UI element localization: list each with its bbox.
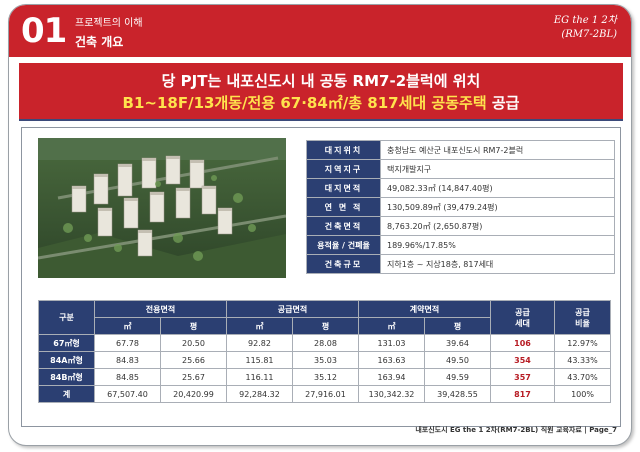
cell-supply-pyeong: 28.08 <box>292 334 359 352</box>
cell-exclusive-m2: 84.85 <box>94 368 161 386</box>
slide-header: 01 프로젝트의 이해 건축 개요 EG the 1 2차 (RM7-2BL) <box>9 5 631 57</box>
cell-supply-pyeong: 27,916.01 <box>292 385 359 403</box>
cell-supply-units: 817 <box>490 385 555 403</box>
table-row: 84A㎡형 84.83 25.66 115.81 35.03 163.63 49… <box>38 351 611 369</box>
banner-highlight: B1~18F/13개동/전용 67·84㎡/총 817세대 공동주택 <box>122 94 487 112</box>
page-footer: 내포신도시 EG the 1 2차(RM7-2BL) 직원 교육자료 | Pag… <box>415 426 617 434</box>
cell-exclusive-pyeong: 25.66 <box>160 351 227 369</box>
site-info-value: 지하1층 ~ 지상18층, 817세대 <box>380 254 615 274</box>
cell-contract-m2: 163.63 <box>358 351 425 369</box>
col-header-unit-m2: ㎡ <box>358 317 425 335</box>
col-group-contract-area: 계약면적 <box>358 300 491 318</box>
cell-contract-m2: 131.03 <box>358 334 425 352</box>
col-header-unit-m2: ㎡ <box>94 317 161 335</box>
slide-frame: 01 프로젝트의 이해 건축 개요 EG the 1 2차 (RM7-2BL) … <box>8 4 632 446</box>
col-header-supply-units: 공급 세대 <box>490 300 555 335</box>
site-info-label: 연 면 적 <box>306 197 381 217</box>
cell-supply-ratio: 12.97% <box>554 334 611 352</box>
site-info-label: 건축규모 <box>306 254 381 274</box>
cell-contract-m2: 163.94 <box>358 368 425 386</box>
site-info-row: 용적율 / 건폐율 189.96%/17.85% <box>306 235 615 255</box>
section-title: 건축 개요 <box>75 35 124 49</box>
section-subtitle: 프로젝트의 이해 <box>75 18 143 29</box>
cell-supply-ratio: 100% <box>554 385 611 403</box>
col-header-supply-ratio: 공급 비율 <box>554 300 611 335</box>
site-info-value: 130,509.89㎡ (39,479.24평) <box>380 197 615 217</box>
site-info-label: 대지면적 <box>306 178 381 198</box>
cell-supply-m2: 116.11 <box>226 368 293 386</box>
banner-line-2: B1~18F/13개동/전용 67·84㎡/총 817세대 공동주택 공급 <box>19 94 623 112</box>
cell-supply-m2: 92,284.32 <box>226 385 293 403</box>
col-group-supply-area: 공급면적 <box>226 300 359 318</box>
site-info-row: 대지면적 49,082.33㎡ (14,847.40평) <box>306 178 615 198</box>
cell-exclusive-pyeong: 20,420.99 <box>160 385 227 403</box>
cell-contract-pyeong: 39.64 <box>424 334 491 352</box>
row-type-label: 84A㎡형 <box>38 351 95 369</box>
col-header-unit-pyeong: 평 <box>160 317 227 335</box>
rendering-illustration <box>38 138 286 278</box>
cell-supply-units: 106 <box>490 334 555 352</box>
cell-supply-units: 357 <box>490 368 555 386</box>
cell-contract-m2: 130,342.32 <box>358 385 425 403</box>
cell-supply-m2: 92.82 <box>226 334 293 352</box>
site-info-table: 대지위치 충청남도 예산군 내포신도시 RM7-2블럭 지역지구 택지개발지구 대지… <box>306 140 615 274</box>
site-info-value: 택지개발지구 <box>380 159 615 179</box>
cell-contract-pyeong: 49.50 <box>424 351 491 369</box>
brand-name: EG the 1 2차 <box>553 15 617 26</box>
col-header-unit-pyeong: 평 <box>424 317 491 335</box>
site-info-row: 대지위치 충청남도 예산군 내포신도시 RM7-2블럭 <box>306 140 615 160</box>
cell-supply-units: 354 <box>490 351 555 369</box>
brand-block: (RM7-2BL) <box>561 29 617 40</box>
cell-contract-pyeong: 49.59 <box>424 368 491 386</box>
cell-supply-ratio: 43.33% <box>554 351 611 369</box>
cell-supply-pyeong: 35.03 <box>292 351 359 369</box>
site-info-row: 연 면 적 130,509.89㎡ (39,479.24평) <box>306 197 615 217</box>
row-type-label: 계 <box>38 385 95 403</box>
site-info-row: 지역지구 택지개발지구 <box>306 159 615 179</box>
cell-exclusive-m2: 67.78 <box>94 334 161 352</box>
unit-area-table: 구분 전용면적 공급면적 계약면적 공급 세대 공급 비율 ㎡ 평 ㎡ 평 ㎡ … <box>38 300 611 403</box>
content-panel: 대지위치 충청남도 예산군 내포신도시 RM7-2블럭 지역지구 택지개발지구 대지… <box>21 127 621 427</box>
table-row: 84B㎡형 84.85 25.67 116.11 35.12 163.94 49… <box>38 368 611 386</box>
site-info-value: 189.96%/17.85% <box>380 235 615 255</box>
cell-exclusive-pyeong: 20.50 <box>160 334 227 352</box>
cell-contract-pyeong: 39,428.55 <box>424 385 491 403</box>
col-header-unit-m2: ㎡ <box>226 317 293 335</box>
site-info-label: 대지위치 <box>306 140 381 160</box>
site-info-label: 건축면적 <box>306 216 381 236</box>
site-info-value: 충청남도 예산군 내포신도시 RM7-2블럭 <box>380 140 615 160</box>
cell-supply-pyeong: 35.12 <box>292 368 359 386</box>
row-type-label: 67㎡형 <box>38 334 95 352</box>
row-type-label: 84B㎡형 <box>38 368 95 386</box>
site-info-row: 건축면적 8,763.20㎡ (2,650.87평) <box>306 216 615 236</box>
table-row: 67㎡형 67.78 20.50 92.82 28.08 131.03 39.6… <box>38 334 611 352</box>
cell-exclusive-m2: 67,507.40 <box>94 385 161 403</box>
col-header-unit-pyeong: 평 <box>292 317 359 335</box>
table-row-total: 계 67,507.40 20,420.99 92,284.32 27,916.0… <box>38 385 611 403</box>
col-group-exclusive-area: 전용면적 <box>94 300 227 318</box>
site-info-label: 지역지구 <box>306 159 381 179</box>
summary-banner: 당 PJT는 내포신도시 내 공동 RM7-2블럭에 위치 B1~18F/13개… <box>19 63 623 121</box>
site-info-value: 49,082.33㎡ (14,847.40평) <box>380 178 615 198</box>
section-number: 01 <box>21 11 67 51</box>
site-info-value: 8,763.20㎡ (2,650.87평) <box>380 216 615 236</box>
cell-exclusive-pyeong: 25.67 <box>160 368 227 386</box>
banner-line-1: 당 PJT는 내포신도시 내 공동 RM7-2블럭에 위치 <box>161 72 481 90</box>
site-info-label: 용적율 / 건폐율 <box>306 235 381 255</box>
col-header-type: 구분 <box>38 300 95 335</box>
site-info-row: 건축규모 지하1층 ~ 지상18층, 817세대 <box>306 254 615 274</box>
cell-exclusive-m2: 84.83 <box>94 351 161 369</box>
cell-supply-m2: 115.81 <box>226 351 293 369</box>
banner-suffix: 공급 <box>486 94 520 112</box>
cell-supply-ratio: 43.70% <box>554 368 611 386</box>
complex-rendering-image <box>38 138 286 278</box>
